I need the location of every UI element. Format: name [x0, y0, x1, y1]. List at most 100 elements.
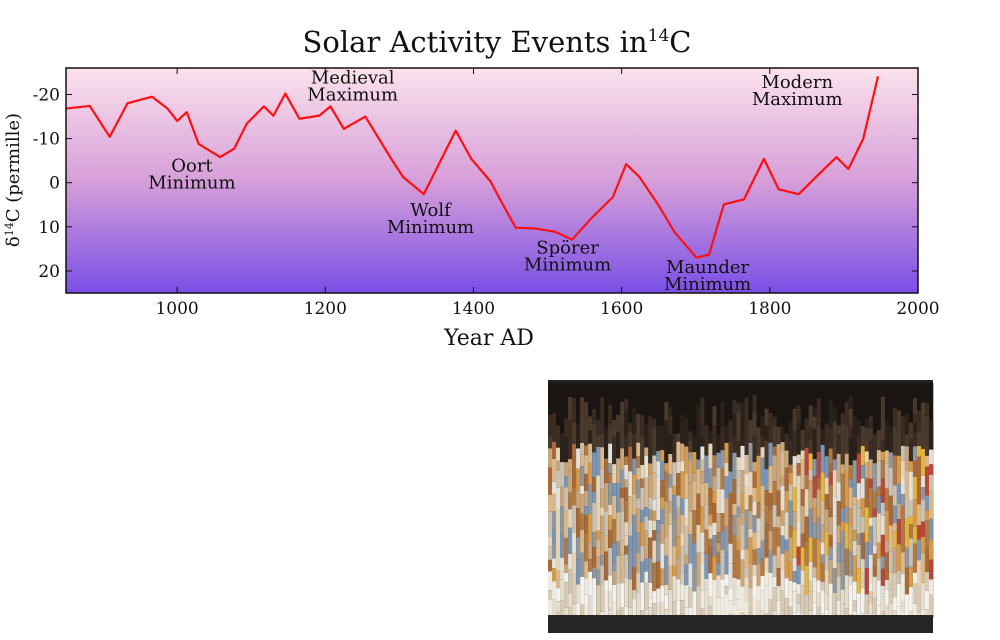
image-column — [724, 383, 729, 618]
image-column — [624, 383, 629, 618]
annotation-line: Spörer — [536, 237, 599, 258]
x-tick-label: 1000 — [155, 299, 198, 319]
image-column — [872, 383, 878, 618]
image-column — [732, 383, 737, 618]
image-column — [568, 383, 573, 618]
image-column — [716, 383, 721, 618]
image-column — [712, 383, 717, 618]
annotation-line: Wolf — [410, 200, 452, 221]
y-tick-label: 10 — [38, 218, 60, 238]
annotation-line: Maximum — [307, 84, 398, 105]
image-column — [628, 383, 633, 618]
image-column — [648, 383, 653, 618]
image-column — [844, 383, 850, 618]
image-column — [840, 383, 846, 618]
y-tick-label: -20 — [33, 85, 60, 105]
annotation-maunder: Maunder Minimum — [664, 257, 751, 295]
image-column — [848, 383, 854, 618]
image-column — [768, 383, 773, 618]
image-column — [720, 383, 725, 618]
image-column — [660, 383, 665, 618]
image-column — [576, 383, 581, 618]
image-column — [856, 383, 862, 618]
image-column — [868, 383, 874, 618]
image-column — [592, 383, 597, 618]
image-column — [604, 383, 609, 618]
image-column — [864, 383, 870, 618]
image-column — [896, 383, 902, 618]
plot-frame — [65, 67, 919, 294]
image-column — [680, 383, 685, 618]
x-tick-label: 1800 — [748, 299, 791, 319]
image-column — [752, 383, 757, 618]
image-column — [804, 383, 809, 618]
image-column — [828, 383, 834, 618]
delta14c-series-line — [65, 76, 880, 259]
image-column — [596, 383, 601, 618]
image-column — [688, 383, 693, 618]
y-tick-label: 0 — [49, 174, 60, 194]
annotation-oort: Oort Minimum — [148, 156, 235, 194]
image-column — [620, 383, 625, 618]
y-tick-label: -10 — [33, 130, 60, 150]
x-axis-label: Year AD — [443, 326, 534, 351]
image-column — [612, 383, 617, 618]
image-column — [560, 383, 565, 618]
image-column — [772, 383, 777, 618]
y-tick-label: 20 — [38, 262, 60, 282]
annotation-line: Medieval — [311, 67, 395, 88]
image-column — [728, 383, 733, 618]
image-column — [788, 383, 793, 618]
image-column — [928, 383, 934, 618]
image-column — [588, 383, 593, 618]
image-column — [820, 383, 826, 618]
image-column — [900, 383, 906, 618]
image-column — [876, 383, 882, 618]
image-column — [664, 383, 669, 618]
image-column — [748, 383, 753, 618]
image-column — [580, 383, 585, 618]
annotation-wolf: Wolf Minimum — [387, 200, 474, 238]
image-column — [656, 383, 661, 618]
image-column — [908, 383, 914, 618]
image-column — [548, 383, 553, 618]
image-column — [644, 383, 649, 618]
x-tick-label: 1600 — [600, 299, 643, 319]
image-column — [552, 383, 557, 618]
image-column — [640, 383, 645, 618]
image-column — [784, 383, 789, 618]
annotation-line: Modern — [761, 72, 833, 93]
annotation-line: Minimum — [148, 173, 235, 194]
annotation-sporer: Spörer Minimum — [524, 237, 611, 275]
x-tick-label: 1200 — [304, 299, 347, 319]
image-column — [632, 383, 637, 618]
image-column — [816, 383, 822, 618]
image-column — [676, 383, 681, 618]
annotation-line: Maunder — [666, 257, 750, 278]
image-column — [760, 383, 765, 618]
image-column — [888, 383, 894, 618]
image-column — [824, 383, 830, 618]
annotation-line: Minimum — [524, 254, 611, 275]
image-label-strip — [548, 615, 933, 633]
annotation-line: Minimum — [387, 217, 474, 238]
image-column — [672, 383, 677, 618]
image-column — [572, 383, 577, 618]
image-column — [652, 383, 657, 618]
image-column — [708, 383, 713, 618]
image-column — [880, 383, 886, 618]
image-column — [904, 383, 910, 618]
image-column — [668, 383, 673, 618]
image-column — [792, 383, 797, 618]
image-column — [776, 383, 781, 618]
colorful-column-image — [548, 380, 934, 633]
image-column — [860, 383, 866, 618]
image-column — [808, 383, 813, 618]
image-column — [852, 383, 858, 618]
image-column — [696, 383, 701, 618]
image-column — [692, 383, 697, 618]
image-column — [704, 383, 709, 618]
image-column — [608, 383, 613, 618]
image-column — [764, 383, 769, 618]
